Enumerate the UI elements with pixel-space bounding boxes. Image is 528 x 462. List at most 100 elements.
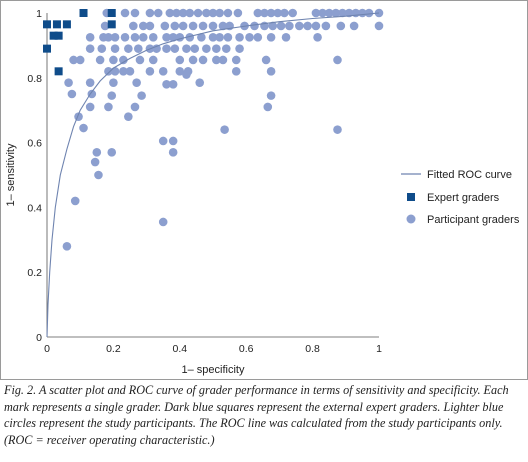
participant-grader-point: [94, 170, 103, 180]
participant-grader-point: [119, 67, 128, 76]
participant-grader-point: [313, 33, 322, 42]
x-tick-label: 1: [376, 343, 382, 355]
participant-grader-point: [100, 21, 110, 31]
participant-grader-point: [104, 33, 113, 42]
participant-grader-point: [75, 55, 85, 65]
participant-grader-point: [233, 8, 243, 18]
participant-grader-point: [132, 78, 141, 87]
y-tick-label: 0: [36, 332, 42, 344]
participant-grader-point: [202, 44, 211, 53]
roc-scatter-chart: 0 0.2 0.4 0.6 0.8 1 0 0.2 0.4 0.6 0.8 1 1– specifici…: [5, 8, 520, 376]
participant-grader-point: [90, 157, 100, 167]
participant-grader-point: [266, 33, 276, 42]
expert-grader-point: [49, 31, 58, 40]
participant-grader-point: [182, 44, 191, 53]
expert-grader-point: [54, 31, 63, 40]
participant-grader-point: [333, 125, 342, 134]
participant-grader-point: [188, 21, 198, 31]
participant-grader-point: [125, 67, 135, 76]
participant-grader-point: [215, 33, 224, 42]
participant-grader-point: [261, 55, 271, 65]
participant-grader-point: [69, 55, 78, 65]
participant-grader-point: [158, 136, 168, 146]
participant-grader-point: [336, 21, 346, 31]
participant-grader-point: [220, 125, 229, 134]
y-tick-label: 0.6: [27, 138, 42, 150]
participant-grader-point: [374, 21, 384, 31]
participant-grader-point: [273, 8, 283, 18]
participant-grader-point: [202, 8, 211, 18]
x-axis-title: 1– specificity: [182, 364, 245, 376]
participant-grader-point: [162, 33, 171, 42]
legend-label: Fitted ROC curve: [427, 169, 512, 181]
caption-text: Fig. 2. A scatter plot and ROC curve of …: [4, 383, 509, 447]
participant-grader-point: [218, 21, 228, 31]
participant-grader-point: [253, 8, 263, 18]
participant-grader-point: [97, 44, 107, 53]
participant-grader-point: [138, 21, 148, 31]
participant-grader-point: [158, 217, 168, 227]
participant-grader-point: [223, 8, 233, 18]
participant-grader-point: [185, 33, 195, 42]
participant-grader-point: [321, 21, 331, 31]
axes: 0 0.2 0.4 0.6 0.8 1 0 0.2 0.4 0.6 0.8 1 1– specifici…: [5, 8, 382, 376]
y-axis-title: 1– sensitivity: [5, 143, 17, 206]
participant-grader-point: [231, 55, 241, 65]
participant-grader-point: [266, 8, 276, 18]
participant-grader-point: [135, 55, 145, 65]
participant-grader-point: [107, 148, 117, 157]
participant-grader-point: [303, 21, 312, 31]
participant-grader-point: [85, 44, 95, 53]
legend-label: Participant graders: [427, 214, 520, 226]
participant-grader-point: [160, 21, 170, 31]
participant-grader-point: [193, 8, 203, 18]
participant-grader-point: [260, 8, 269, 18]
expert-grader-point: [43, 20, 51, 29]
participant-grader-point: [221, 44, 231, 53]
participant-grader-point: [145, 8, 155, 18]
participant-grader-point: [109, 78, 118, 87]
participant-grader-point: [212, 55, 221, 65]
participant-grader-point: [145, 67, 155, 76]
participant-grader-point: [266, 91, 276, 100]
participant-grader-point: [104, 102, 113, 112]
participant-grader-point: [67, 89, 77, 99]
participant-grader-point: [253, 33, 263, 42]
participant-grader-point: [109, 55, 118, 65]
participant-grader-point: [124, 44, 133, 53]
participant-grader-point: [158, 67, 168, 76]
legend: Fitted ROC curve Expert graders Participan…: [401, 169, 520, 226]
participant-grader-point: [130, 33, 140, 42]
figure-frame: 0 0.2 0.4 0.6 0.8 1 0 0.2 0.4 0.6 0.8 1 1– specifici…: [0, 0, 528, 380]
participant-grader-point: [110, 33, 120, 42]
participant-grader-point: [231, 67, 241, 76]
participant-grader-point: [208, 8, 218, 18]
participant-grader-point: [64, 78, 73, 87]
participant-grader-point: [168, 33, 178, 42]
participant-grader-point: [235, 44, 244, 53]
fitted-roc-curve-line: [46, 12, 380, 338]
x-tick-label: 0.8: [305, 343, 320, 355]
participant-grader-point: [153, 8, 163, 18]
participant-grader-point: [266, 67, 276, 76]
participant-grader-point: [148, 55, 158, 65]
participant-grader-point: [276, 21, 286, 31]
expert-grader-point: [107, 9, 116, 17]
participant-grader-point: [62, 241, 72, 251]
x-tick-label: 0.2: [106, 343, 121, 355]
y-tick-label: 0.8: [27, 73, 42, 85]
participant-grader-point: [212, 44, 221, 53]
x-tick-label: 0: [44, 343, 50, 355]
participant-grader-point: [134, 44, 143, 53]
participant-grader-point: [218, 55, 228, 65]
participant-grader-point: [119, 55, 128, 65]
participant-grader-point: [198, 21, 208, 31]
expert-grader-point: [43, 44, 51, 53]
participant-grader-point: [168, 79, 178, 89]
participant-grader-point: [110, 44, 120, 53]
legend-label: Expert graders: [427, 192, 500, 204]
participant-grader-point: [198, 55, 208, 65]
participant-grader-point: [208, 33, 218, 42]
y-tick-label: 0.2: [27, 267, 42, 279]
participant-grader-point: [175, 55, 185, 65]
